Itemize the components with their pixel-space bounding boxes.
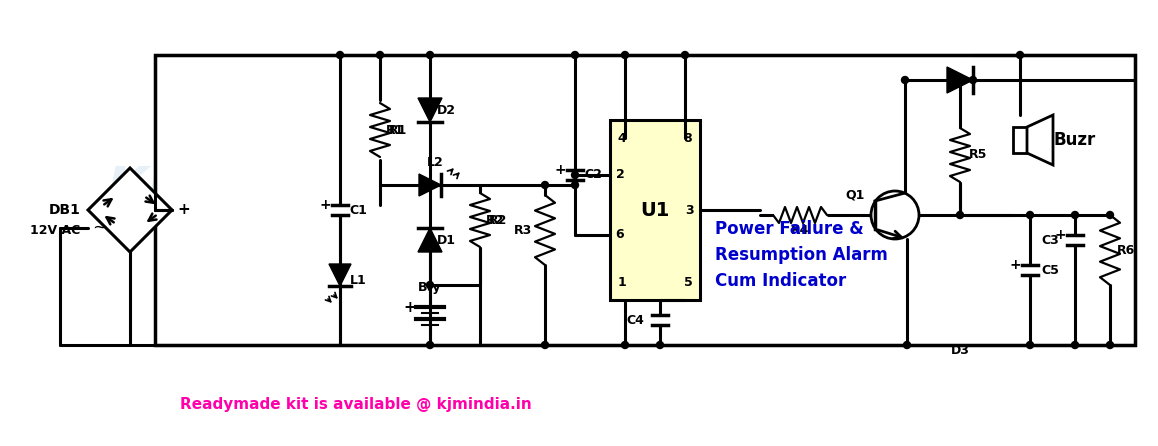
- Text: Readymade kit is available @ kjmindia.in: Readymade kit is available @ kjmindia.in: [179, 397, 532, 413]
- Text: 4: 4: [617, 132, 626, 145]
- Circle shape: [871, 191, 919, 239]
- Polygon shape: [418, 228, 442, 252]
- Bar: [155, 55, 1135, 345]
- Text: R4: R4: [791, 224, 809, 238]
- Circle shape: [1026, 342, 1033, 348]
- Text: 1: 1: [617, 276, 626, 289]
- Polygon shape: [1027, 115, 1053, 165]
- Circle shape: [572, 182, 579, 189]
- Text: 12V AC: 12V AC: [30, 223, 80, 236]
- Circle shape: [542, 342, 549, 348]
- Circle shape: [337, 51, 344, 58]
- Polygon shape: [418, 98, 442, 122]
- Text: KitsZone.com: KitsZone.com: [107, 164, 513, 216]
- Text: DB1: DB1: [49, 203, 81, 217]
- Text: Bty: Bty: [418, 281, 441, 293]
- Text: C3: C3: [1041, 234, 1058, 247]
- Polygon shape: [419, 174, 441, 196]
- Circle shape: [572, 172, 579, 178]
- Circle shape: [1017, 51, 1024, 58]
- Text: +: +: [177, 202, 190, 218]
- Circle shape: [426, 281, 433, 289]
- Circle shape: [426, 182, 433, 189]
- Circle shape: [957, 211, 963, 219]
- Text: R3: R3: [514, 223, 533, 236]
- Text: L2: L2: [426, 157, 444, 169]
- Text: +: +: [404, 300, 417, 314]
- Circle shape: [426, 51, 433, 58]
- Circle shape: [682, 51, 689, 58]
- Text: C5: C5: [1041, 264, 1058, 277]
- Bar: [1013, 127, 1027, 153]
- Text: R2: R2: [486, 214, 504, 227]
- Circle shape: [572, 51, 579, 58]
- Text: D2: D2: [437, 103, 455, 116]
- Text: 3: 3: [686, 203, 695, 216]
- Circle shape: [1107, 211, 1114, 219]
- Circle shape: [903, 342, 910, 348]
- Text: R1: R1: [389, 124, 408, 136]
- Text: R2: R2: [489, 214, 507, 227]
- Circle shape: [1107, 342, 1114, 348]
- Circle shape: [657, 342, 664, 348]
- Text: Buzr: Buzr: [1054, 131, 1097, 149]
- Text: Power Failure &
Resumption Alarm
Cum Indicator: Power Failure & Resumption Alarm Cum Ind…: [714, 219, 888, 290]
- Circle shape: [426, 342, 433, 348]
- Text: +: +: [320, 198, 331, 212]
- Text: D1: D1: [437, 234, 455, 247]
- Text: R6: R6: [1116, 244, 1135, 256]
- Text: Q1: Q1: [845, 189, 865, 202]
- Circle shape: [622, 342, 629, 348]
- Polygon shape: [88, 168, 173, 252]
- Text: 2: 2: [616, 169, 624, 182]
- Polygon shape: [947, 67, 973, 93]
- Text: D3: D3: [951, 344, 969, 357]
- Circle shape: [426, 182, 433, 189]
- Circle shape: [1071, 211, 1078, 219]
- Circle shape: [622, 51, 629, 58]
- Text: L1: L1: [350, 273, 366, 286]
- Text: C4: C4: [626, 314, 644, 326]
- Circle shape: [376, 51, 383, 58]
- Text: 5: 5: [683, 276, 692, 289]
- Text: +: +: [555, 163, 566, 177]
- Text: U1: U1: [640, 201, 669, 219]
- Text: R5: R5: [969, 149, 987, 161]
- Bar: [610, 120, 699, 300]
- Text: 6: 6: [616, 228, 624, 241]
- Circle shape: [957, 77, 963, 83]
- Polygon shape: [329, 264, 351, 286]
- Circle shape: [1026, 211, 1033, 219]
- Text: C1: C1: [349, 203, 367, 216]
- Circle shape: [901, 77, 909, 83]
- Text: +: +: [1054, 228, 1065, 242]
- Circle shape: [969, 77, 976, 83]
- Text: C2: C2: [584, 169, 602, 182]
- Circle shape: [542, 182, 549, 189]
- Text: R1: R1: [386, 124, 404, 136]
- Text: KitsZone.com: KitsZone.com: [648, 153, 991, 197]
- Text: ~: ~: [93, 219, 108, 237]
- Text: 8: 8: [683, 132, 692, 145]
- Circle shape: [1071, 342, 1078, 348]
- Text: +: +: [1009, 258, 1021, 272]
